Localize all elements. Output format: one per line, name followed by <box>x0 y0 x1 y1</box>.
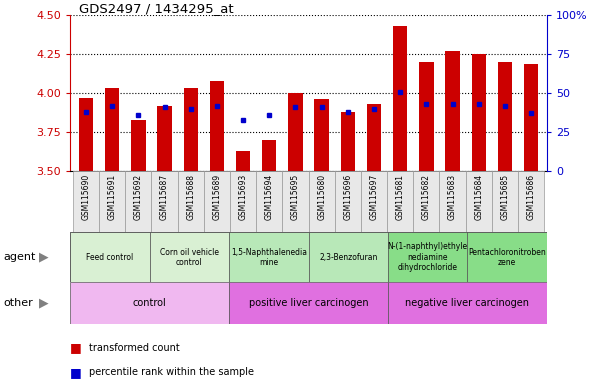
Bar <box>183 88 198 171</box>
Text: 1,5-Naphthalenedia
mine: 1,5-Naphthalenedia mine <box>231 248 307 267</box>
Text: GSM115690: GSM115690 <box>81 174 90 220</box>
Text: GSM115693: GSM115693 <box>238 174 247 220</box>
Bar <box>125 171 152 232</box>
Bar <box>230 171 256 232</box>
Text: ■: ■ <box>70 366 82 379</box>
Bar <box>262 140 276 171</box>
Bar <box>498 62 512 171</box>
Bar <box>99 171 125 232</box>
Text: GSM115681: GSM115681 <box>396 174 404 220</box>
Bar <box>309 171 335 232</box>
Bar <box>341 112 355 171</box>
Bar <box>79 98 93 171</box>
Text: GSM115694: GSM115694 <box>265 174 274 220</box>
Text: GSM115692: GSM115692 <box>134 174 143 220</box>
Bar <box>309 232 388 282</box>
Bar <box>70 282 229 324</box>
Bar <box>439 171 466 232</box>
Bar <box>419 62 434 171</box>
Bar <box>288 93 302 171</box>
Text: GSM115682: GSM115682 <box>422 174 431 220</box>
Bar <box>131 119 145 171</box>
Bar <box>105 88 119 171</box>
Bar <box>467 232 547 282</box>
Text: Pentachloronitroben
zene: Pentachloronitroben zene <box>468 248 546 267</box>
Text: GSM115680: GSM115680 <box>317 174 326 220</box>
Bar <box>236 151 251 171</box>
Bar <box>73 171 99 232</box>
Bar <box>335 171 361 232</box>
Text: GSM115689: GSM115689 <box>213 174 221 220</box>
Bar <box>387 171 413 232</box>
Bar <box>518 171 544 232</box>
Text: ▶: ▶ <box>39 297 49 310</box>
Bar <box>315 99 329 171</box>
Bar <box>150 232 229 282</box>
Bar <box>256 171 282 232</box>
Bar <box>70 232 150 282</box>
Bar <box>445 51 459 171</box>
Bar <box>367 104 381 171</box>
Bar <box>472 54 486 171</box>
Text: GSM115683: GSM115683 <box>448 174 457 220</box>
Text: GSM115687: GSM115687 <box>160 174 169 220</box>
Bar <box>466 171 492 232</box>
Text: Feed control: Feed control <box>86 253 134 262</box>
Bar <box>204 171 230 232</box>
Text: control: control <box>133 298 167 308</box>
Bar <box>388 282 547 324</box>
Text: negative liver carcinogen: negative liver carcinogen <box>406 298 529 308</box>
Bar <box>393 26 408 171</box>
Bar <box>388 232 467 282</box>
Text: transformed count: transformed count <box>89 343 180 353</box>
Bar <box>229 232 309 282</box>
Text: GSM115684: GSM115684 <box>474 174 483 220</box>
Text: percentile rank within the sample: percentile rank within the sample <box>89 367 254 377</box>
Bar <box>492 171 518 232</box>
Bar <box>178 171 204 232</box>
Text: agent: agent <box>3 252 35 262</box>
Text: 2,3-Benzofuran: 2,3-Benzofuran <box>319 253 378 262</box>
Text: GSM115688: GSM115688 <box>186 174 196 220</box>
Text: GDS2497 / 1434295_at: GDS2497 / 1434295_at <box>79 2 234 15</box>
Bar <box>152 171 178 232</box>
Bar <box>229 282 388 324</box>
Bar <box>210 81 224 171</box>
Text: other: other <box>3 298 33 308</box>
Bar <box>524 64 538 171</box>
Text: GSM115696: GSM115696 <box>343 174 353 220</box>
Bar <box>282 171 309 232</box>
Text: ▶: ▶ <box>39 251 49 264</box>
Bar <box>413 171 439 232</box>
Text: ■: ■ <box>70 341 82 354</box>
Text: GSM115685: GSM115685 <box>500 174 510 220</box>
Bar <box>361 171 387 232</box>
Text: GSM115691: GSM115691 <box>108 174 117 220</box>
Text: Corn oil vehicle
control: Corn oil vehicle control <box>160 248 219 267</box>
Text: positive liver carcinogen: positive liver carcinogen <box>249 298 368 308</box>
Bar <box>158 106 172 171</box>
Text: GSM115697: GSM115697 <box>370 174 379 220</box>
Text: N-(1-naphthyl)ethyle
nediamine
dihydrochloride: N-(1-naphthyl)ethyle nediamine dihydroch… <box>387 242 468 272</box>
Text: GSM115695: GSM115695 <box>291 174 300 220</box>
Text: GSM115686: GSM115686 <box>527 174 536 220</box>
